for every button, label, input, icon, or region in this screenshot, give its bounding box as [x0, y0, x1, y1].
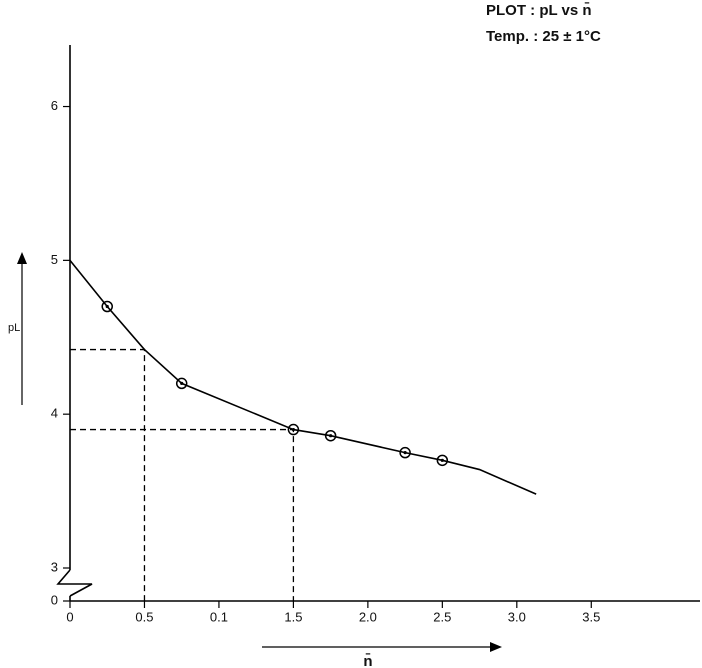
y-axis-label: pL — [8, 322, 20, 334]
x-tick-label: 3.5 — [582, 609, 600, 624]
data-point — [399, 446, 411, 459]
data-point-center — [440, 458, 444, 462]
x-axis-label: n̄ — [363, 652, 372, 668]
x-tick-label: 0.5 — [135, 609, 153, 624]
x-tick-label: 2.0 — [359, 609, 377, 624]
x-tick-label: 0.1 — [210, 609, 228, 624]
data-point-center — [403, 451, 407, 455]
y-tick-label: 5 — [51, 252, 58, 267]
data-point-center — [329, 434, 333, 438]
guide-line — [70, 348, 146, 601]
y-tick-label: 4 — [51, 406, 58, 421]
guide-line — [70, 428, 295, 601]
x-tick-label: 2.5 — [433, 609, 451, 624]
chart-subtitle: Temp. : 25 ± 1°C — [486, 28, 601, 45]
x-tick-label: 1.5 — [284, 609, 302, 624]
data-point-center — [291, 427, 296, 432]
x-arrow-head — [490, 642, 502, 652]
curve — [69, 259, 537, 495]
data-point — [175, 377, 188, 390]
chart-title: PLOT : pL vs n̄ — [486, 1, 592, 19]
y-tick-label: 6 — [51, 98, 58, 113]
y-tick-label: 3 — [51, 559, 58, 574]
y-arrow-head — [17, 252, 27, 264]
data-point-center — [180, 381, 184, 386]
data-point — [324, 429, 337, 442]
axis-break — [56, 569, 93, 597]
x-tick-label: 3.0 — [508, 609, 526, 624]
data-point — [101, 300, 113, 313]
x-tick-label: 0 — [66, 609, 73, 624]
data-point — [287, 423, 300, 436]
data-point-center — [105, 304, 109, 309]
y-tick-label: 0 — [51, 592, 58, 607]
data-point — [436, 454, 449, 467]
